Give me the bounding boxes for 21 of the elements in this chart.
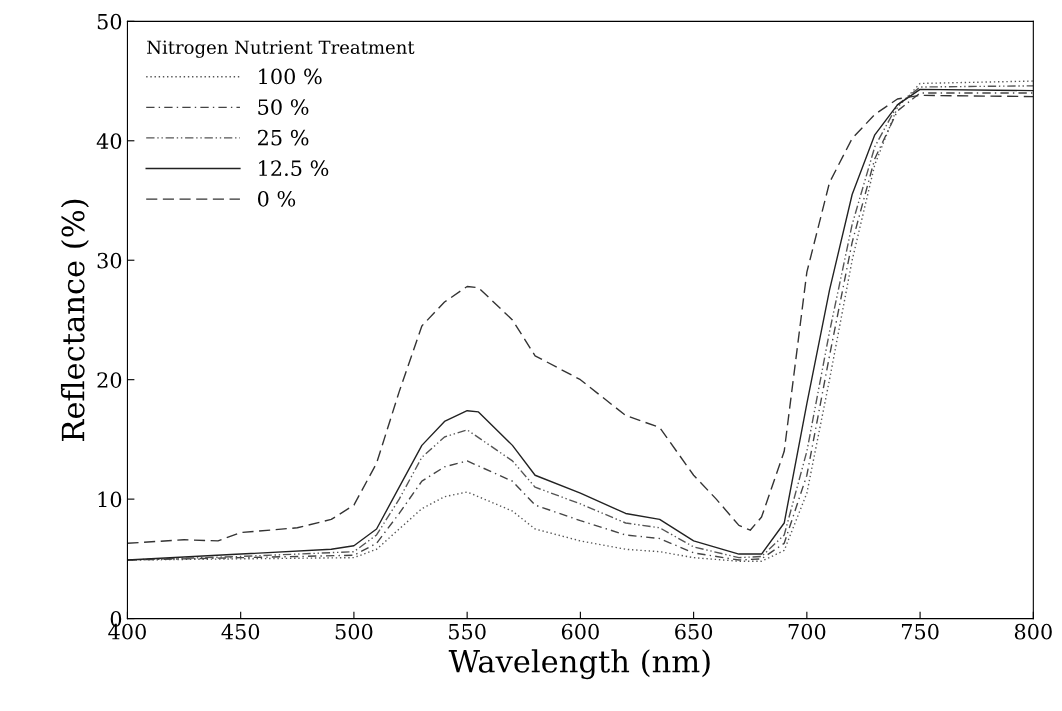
y-tick-label: 50 bbox=[97, 13, 122, 30]
x-tick-label: 750 bbox=[901, 623, 939, 640]
x-tick-label: 800 bbox=[1014, 623, 1052, 640]
x-tick-label: 550 bbox=[449, 623, 486, 640]
legend-label: 50 % bbox=[258, 99, 309, 115]
x-tick-label: 600 bbox=[561, 623, 599, 640]
x-tick-label: 700 bbox=[788, 623, 826, 640]
y-tick-label: 20 bbox=[97, 372, 122, 388]
legend-title: Nitrogen Nutrient Treatment bbox=[147, 40, 415, 58]
y-tick-label: 30 bbox=[97, 252, 122, 269]
legend-label: 0 % bbox=[257, 190, 296, 207]
legend-label: 100 % bbox=[259, 68, 322, 85]
legend-label: 12.5 % bbox=[259, 160, 329, 177]
y-tick-label: 10 bbox=[98, 491, 122, 508]
x-tick-label: 450 bbox=[221, 623, 260, 640]
y-axis-title: Reflectance (%) bbox=[60, 199, 89, 441]
legend-label: 25 % bbox=[258, 129, 309, 146]
x-axis-title: Wavelength (nm) bbox=[448, 649, 710, 680]
x-tick-label: 500 bbox=[335, 623, 373, 640]
y-tick-label: 40 bbox=[96, 133, 122, 149]
x-tick-label: 650 bbox=[675, 623, 713, 640]
